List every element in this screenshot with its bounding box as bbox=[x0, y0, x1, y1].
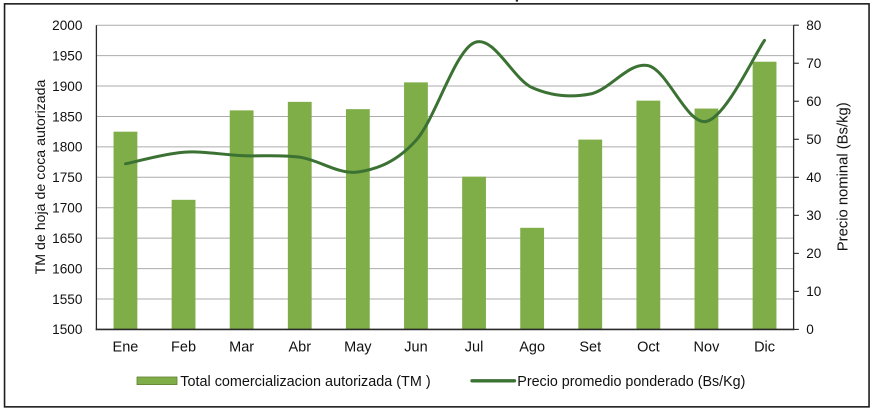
svg-text:0: 0 bbox=[806, 322, 814, 337]
svg-text:May: May bbox=[344, 340, 372, 356]
svg-text:1950: 1950 bbox=[52, 48, 83, 63]
svg-text:Ago: Ago bbox=[519, 340, 545, 356]
svg-text:Abr: Abr bbox=[288, 340, 311, 356]
svg-text:1600: 1600 bbox=[52, 261, 83, 276]
svg-text:1500: 1500 bbox=[52, 322, 83, 337]
svg-text:30: 30 bbox=[806, 208, 822, 223]
svg-text:10: 10 bbox=[806, 284, 822, 299]
svg-text:80: 80 bbox=[806, 18, 822, 33]
svg-text:Feb: Feb bbox=[171, 340, 196, 356]
svg-text:Ene: Ene bbox=[113, 340, 139, 356]
svg-text:1750: 1750 bbox=[52, 170, 83, 185]
svg-text:Total comercializacion autoriz: Total comercializacion autorizada (TM ) bbox=[180, 374, 430, 390]
svg-text:50: 50 bbox=[806, 132, 822, 147]
svg-text:1850: 1850 bbox=[52, 109, 83, 124]
svg-text:1800: 1800 bbox=[52, 140, 83, 155]
svg-text:40: 40 bbox=[806, 170, 822, 185]
svg-text:1550: 1550 bbox=[52, 292, 83, 307]
svg-text:60: 60 bbox=[806, 94, 822, 109]
svg-text:1650: 1650 bbox=[52, 231, 83, 246]
svg-text:70: 70 bbox=[806, 56, 822, 71]
svg-text:1900: 1900 bbox=[52, 79, 83, 94]
svg-text:Set: Set bbox=[579, 340, 601, 356]
svg-text:Nov: Nov bbox=[694, 340, 721, 356]
svg-text:Mar: Mar bbox=[229, 340, 254, 356]
svg-text:Precio nominal (Bs/kg): Precio nominal (Bs/kg) bbox=[836, 102, 852, 251]
svg-text:Precio promedio ponderado (Bs/: Precio promedio ponderado (Bs/Kg) bbox=[517, 374, 745, 390]
svg-text:Jul: Jul bbox=[465, 340, 484, 356]
svg-text:1700: 1700 bbox=[52, 201, 83, 216]
svg-text:2000: 2000 bbox=[52, 18, 83, 33]
svg-text:20: 20 bbox=[806, 246, 822, 261]
svg-text:Dic: Dic bbox=[754, 340, 775, 356]
svg-text:Oct: Oct bbox=[637, 340, 660, 356]
svg-text:Jun: Jun bbox=[404, 340, 427, 356]
svg-text:TM de hoja de coca autorizada: TM de hoja de coca autorizada bbox=[33, 79, 49, 274]
